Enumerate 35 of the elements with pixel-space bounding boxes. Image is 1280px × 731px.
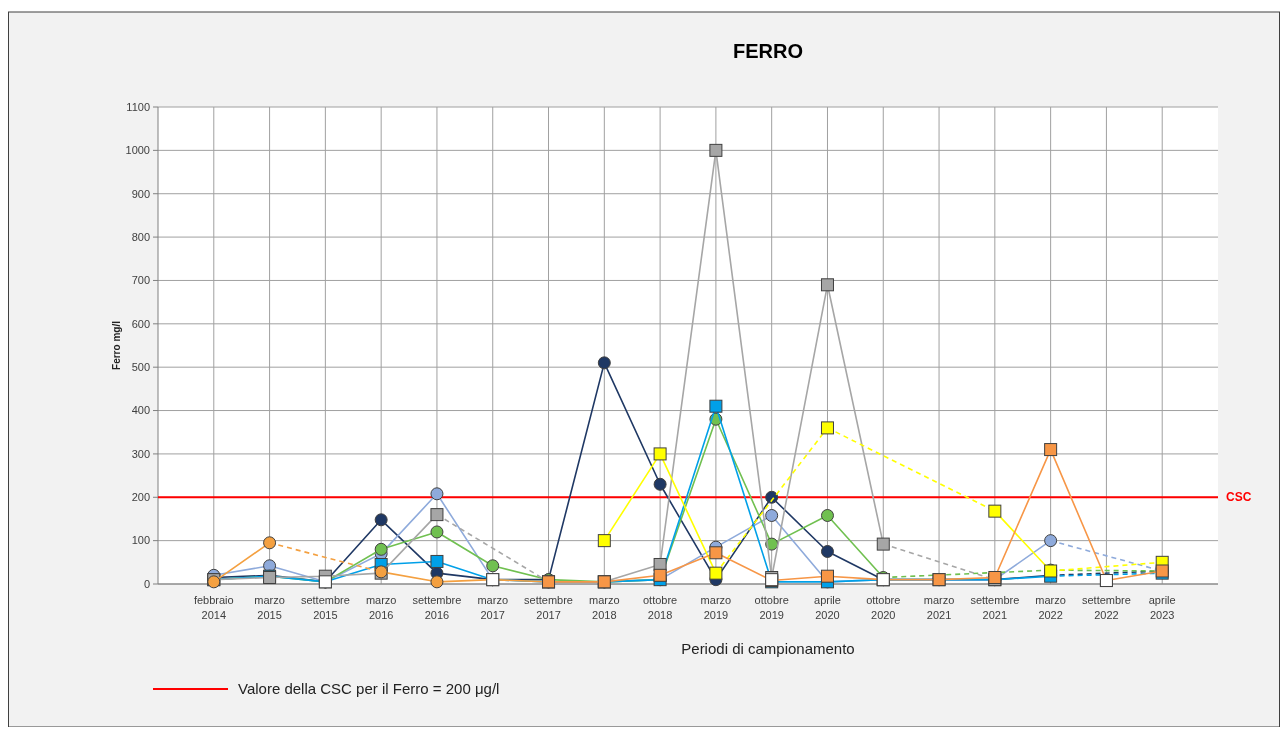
x-axis-title: Periodi di campionamento: [681, 640, 855, 657]
y-tick-label: 200: [131, 491, 150, 504]
x-tick-label: aprile 2023: [1148, 594, 1176, 621]
y-axis-title: Ferro mg/l: [111, 320, 122, 370]
x-tick-label: marzo 2016: [365, 594, 397, 621]
x-tick-label: febbraio 2014: [193, 594, 234, 621]
x-tick-label: marzo 2019: [700, 594, 732, 621]
y-tick-label: 300: [131, 447, 150, 460]
y-tick-label: 0: [143, 577, 150, 590]
text: Valore della CSC per il Ferro = 200 μg/l: [238, 680, 500, 698]
y-tick-label: 1100: [126, 100, 150, 113]
y-tick-label: 800: [131, 230, 150, 243]
x-tick-label: settembre 2015: [300, 594, 350, 621]
y-tick-label: 100: [131, 534, 150, 547]
y-tick-label: 500: [131, 361, 150, 374]
x-tick-label: ottobre 2019: [754, 594, 789, 621]
y-tick-label: 1000: [125, 144, 150, 157]
x-tick-label: marzo 2017: [477, 594, 509, 621]
x-tick-label: ottobre 2018: [642, 594, 678, 621]
y-tick-label: 900: [131, 187, 150, 200]
x-tick-label: marzo 2015: [254, 594, 285, 621]
y-tick-label: 600: [131, 317, 150, 330]
x-tick-label: settembre 2021: [970, 594, 1020, 621]
x-tick-label: settembre 2017: [524, 594, 573, 621]
x-tick-label: settembre 2016: [412, 594, 462, 621]
x-tick-label: ottobre 2020: [866, 594, 901, 621]
x-tick-label: marzo 2022: [1035, 594, 1066, 621]
x-tick-label: aprile 2020: [814, 594, 841, 621]
y-tick-label: 700: [131, 274, 150, 287]
ref-line-label: CSC: [1226, 490, 1252, 505]
x-tick-label: marzo 2018: [589, 594, 620, 621]
chart-title: FERRO: [733, 40, 803, 62]
x-tick-label: settembre 2022: [1081, 594, 1131, 621]
x-tick-label: marzo 2021: [923, 594, 955, 621]
y-tick-label: 400: [131, 404, 150, 417]
